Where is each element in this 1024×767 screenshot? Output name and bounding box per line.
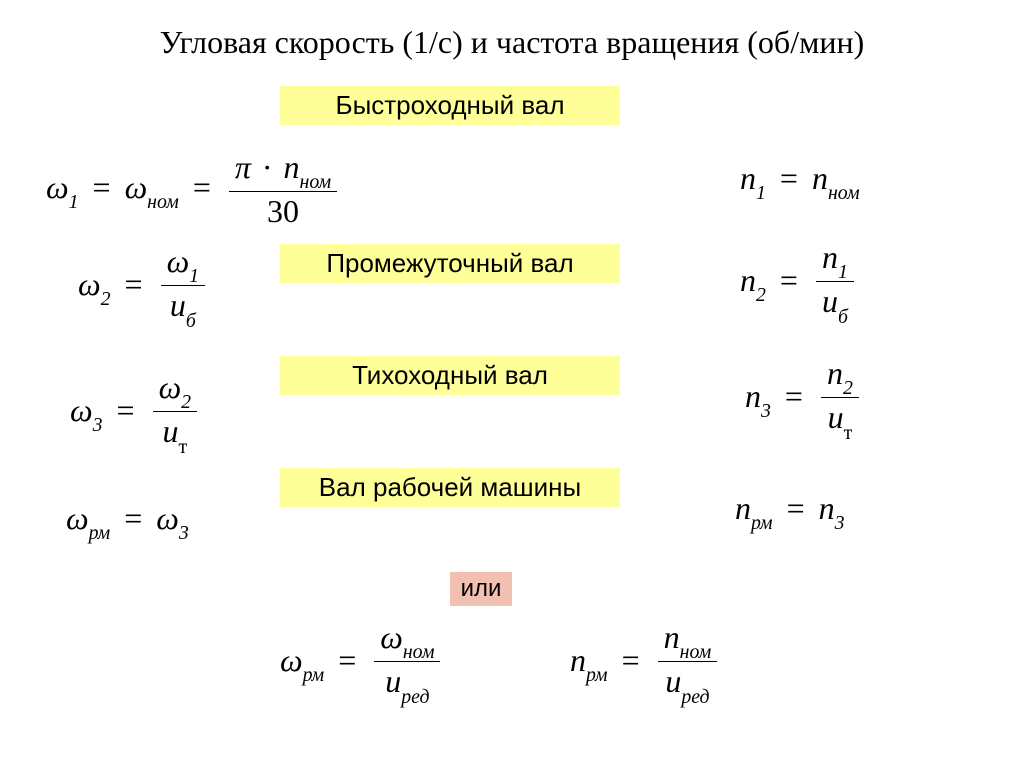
sub-2: 2 <box>181 391 191 413</box>
sub-2: 2 <box>843 377 853 399</box>
sym-u: u <box>162 413 178 449</box>
sub-3: 3 <box>93 414 103 436</box>
sym-u: u <box>170 287 186 323</box>
sym-eq: = <box>785 378 803 414</box>
sub-1: 1 <box>838 261 848 283</box>
sym-eq: = <box>780 160 798 196</box>
sub-nom: ном <box>147 191 179 213</box>
label-inter: Промежуточный вал <box>280 244 620 283</box>
sym-eq: = <box>93 169 111 205</box>
sym-u: u <box>385 663 401 699</box>
label-fast: Быстроходный вал <box>280 86 620 125</box>
sym-u: u <box>665 663 681 699</box>
sym-omega: ω <box>380 619 403 655</box>
sym-omega: ω <box>70 392 93 428</box>
formula-omega3: ω3 = ω2 uт <box>70 370 201 455</box>
sym-n: n <box>664 619 680 655</box>
page-title: Угловая скорость (1/с) и частота вращени… <box>0 24 1024 61</box>
sym-n: n <box>827 355 843 391</box>
formula-n1: n1 = nном <box>740 160 860 202</box>
sym-n: n <box>822 239 838 275</box>
label-machine: Вал рабочей машины <box>280 468 620 507</box>
sym-n: n <box>570 642 586 678</box>
sym-eq: = <box>125 266 143 302</box>
sub-red: ред <box>681 686 709 708</box>
sym-n: n <box>284 149 300 185</box>
formula-nrm-eq-n3: nрм = n3 <box>735 490 845 532</box>
sym-omega: ω <box>46 169 69 205</box>
sym-eq: = <box>124 500 142 536</box>
sym-eq: = <box>780 262 798 298</box>
sub-2: 2 <box>101 288 111 310</box>
sub-b: б <box>186 310 196 332</box>
formula-n2: n2 = n1 uб <box>740 240 858 325</box>
sub-nom: ном <box>403 641 435 663</box>
sub-t: т <box>178 436 187 458</box>
sym-eq: = <box>193 169 211 205</box>
sym-omega: ω <box>167 243 190 279</box>
sym-omega: ω <box>280 642 303 678</box>
formula-n3: n3 = n2 uт <box>745 356 863 441</box>
sym-omega: ω <box>159 369 182 405</box>
sym-n: n <box>745 378 761 414</box>
sym-eq: = <box>338 642 356 678</box>
sub-nom: ном <box>680 641 712 663</box>
sub-nom: ном <box>300 171 332 193</box>
formula-omega1: ω1 = ωном = π · nном 30 <box>46 150 341 229</box>
sub-rm: рм <box>303 664 325 686</box>
sym-eq: = <box>117 392 135 428</box>
sub-1: 1 <box>69 191 79 213</box>
sub-1: 1 <box>756 182 766 204</box>
formula-omega2: ω2 = ω1 uб <box>78 244 209 329</box>
sym-pi: π <box>235 149 251 185</box>
formula-omegarm-eq-omega3: ωрм = ω3 <box>66 500 189 542</box>
sym-omega: ω <box>156 500 179 536</box>
sym-u: u <box>822 283 838 319</box>
sym-n: n <box>812 160 828 196</box>
sub-red: ред <box>401 686 429 708</box>
sub-rm: рм <box>586 664 608 686</box>
sub-b: б <box>838 306 848 328</box>
formula-omegarm-frac: ωрм = ωном uред <box>280 620 444 705</box>
sub-nom: ном <box>828 182 860 204</box>
label-or: или <box>450 572 512 606</box>
sub-3: 3 <box>835 512 845 534</box>
num-30: 30 <box>229 192 337 229</box>
sym-eq: = <box>622 642 640 678</box>
formula-nrm-frac: nрм = nном uред <box>570 620 721 705</box>
sym-eq: = <box>787 490 805 526</box>
sym-n: n <box>740 262 756 298</box>
sym-n: n <box>740 160 756 196</box>
label-slow: Тихоходный вал <box>280 356 620 395</box>
sym-u: u <box>828 399 844 435</box>
sym-omega: ω <box>66 500 89 536</box>
sym-omega: ω <box>78 266 101 302</box>
sub-3: 3 <box>761 400 771 422</box>
sub-1: 1 <box>189 265 199 287</box>
sym-omega: ω <box>125 169 148 205</box>
sub-2: 2 <box>756 284 766 306</box>
sub-rm: рм <box>89 522 111 544</box>
sub-t: т <box>844 422 853 444</box>
sym-n: n <box>819 490 835 526</box>
sym-dot: · <box>262 149 273 185</box>
sub-3: 3 <box>179 522 189 544</box>
sub-rm: рм <box>751 512 773 534</box>
sym-n: n <box>735 490 751 526</box>
